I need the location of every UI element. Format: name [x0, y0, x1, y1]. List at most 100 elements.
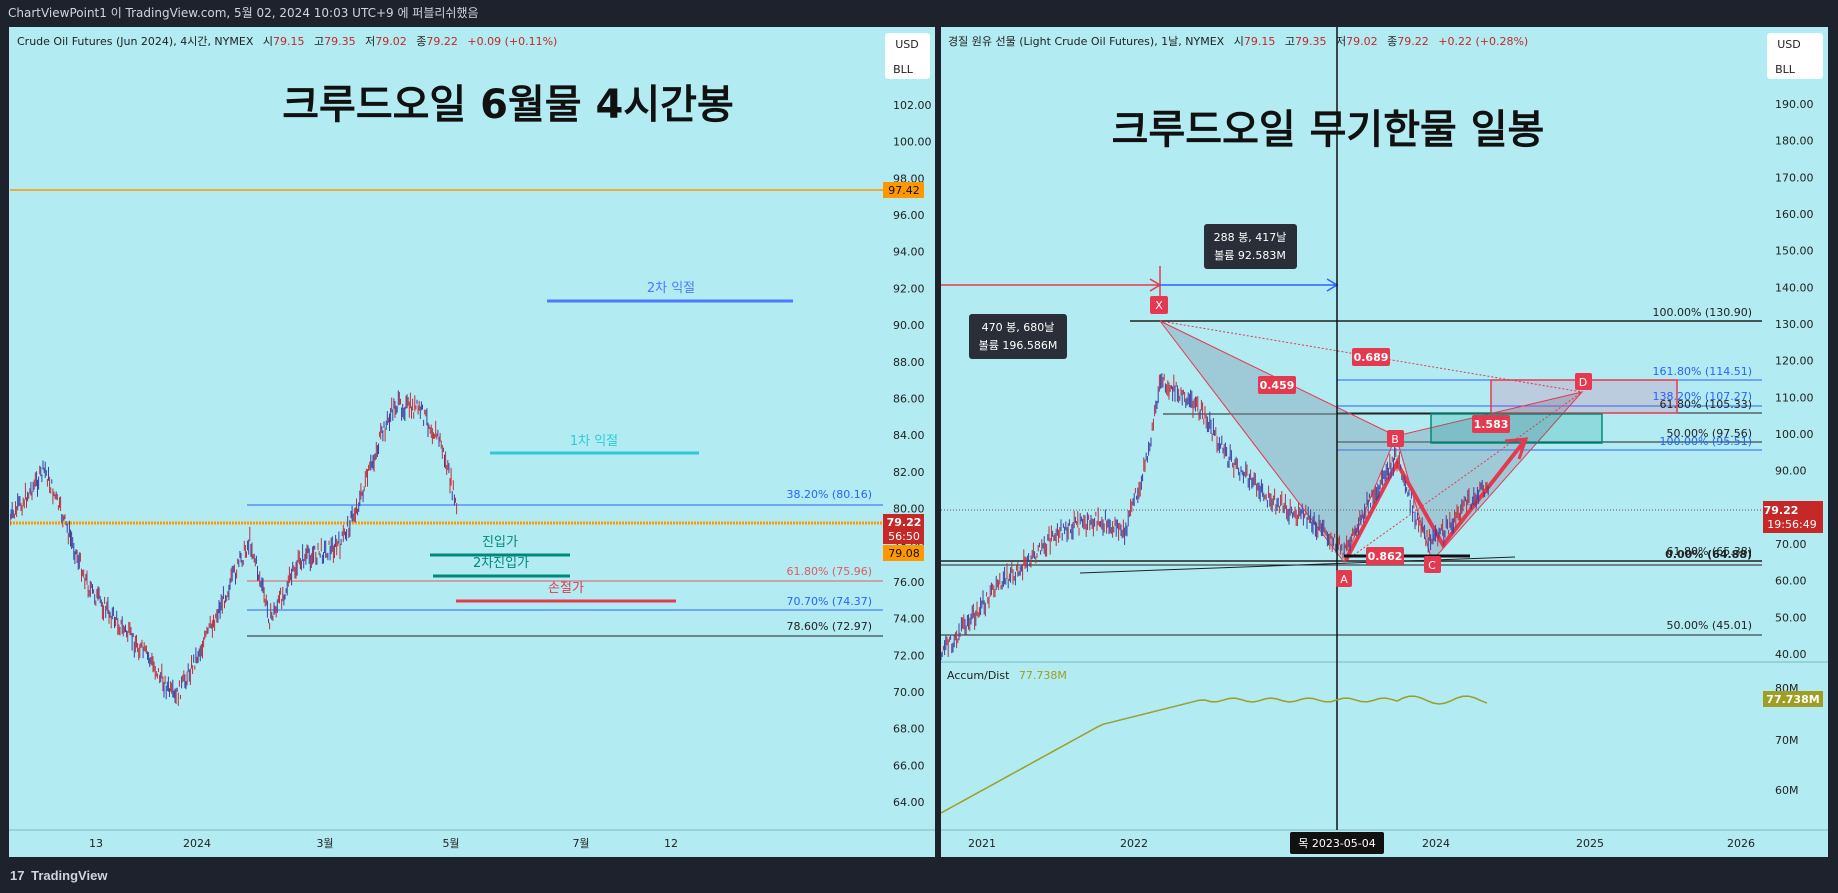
right-y-tick: 150.00: [1775, 245, 1814, 258]
right-chart-panel[interactable]: Accum/Dist 77.738M 80M 70M 60M 77.738M X…: [941, 27, 1828, 857]
point-x-badge: [1150, 296, 1168, 314]
right-currency: USD: [1777, 38, 1801, 51]
price-tag-countdown: 56:50: [888, 530, 920, 543]
left-y-tick: 100.00: [893, 136, 932, 149]
left-y-tick: 92.00: [893, 282, 925, 295]
left-candles: [10, 390, 458, 706]
left-y-ticks: 102.00100.0098.0096.0094.0092.0090.0088.…: [893, 99, 932, 809]
ratio-xb: 0.459: [1260, 379, 1295, 392]
point-c: C: [1428, 559, 1436, 572]
fib-label-r7: 0.00% (64.88): [1665, 548, 1752, 561]
right-y-tick: 60.00: [1775, 575, 1807, 588]
fib-label-r1: 161.80% (114.51): [1652, 365, 1752, 378]
left-y-tick: 90.00: [893, 319, 925, 332]
measure-box-1-line2: 볼륨 92.583M: [1214, 249, 1286, 262]
ratio-ac-badge: [1366, 547, 1404, 565]
ratio-bd-badge: [1472, 415, 1510, 433]
right-y-tick: 50.00: [1775, 611, 1807, 624]
right-chart-title: 크루드오일 무기한물 일봉: [1112, 107, 1545, 153]
left-y-tick: 102.00: [893, 99, 932, 112]
left-y-tick: 88.00: [893, 356, 925, 369]
indicator-tag: [1763, 691, 1823, 707]
point-d: D: [1579, 376, 1587, 389]
measure-box-1-line1: 288 봉, 417날: [1214, 231, 1287, 244]
fib-label-r0: 100.00% (130.90): [1652, 306, 1752, 319]
accum-dist-pane: [941, 695, 1488, 814]
price-tag-current: [883, 514, 924, 544]
price-tag-current-text: 79.22: [887, 516, 922, 529]
left-y-tick: 74.00: [893, 613, 925, 626]
fib-label-r8: 50.00% (45.01): [1666, 619, 1752, 632]
left-x-tick: 13: [89, 837, 103, 850]
projection-zigzag[interactable]: [1344, 437, 1528, 561]
right-currency-box[interactable]: [1767, 33, 1823, 79]
right-y-tick: 120.00: [1775, 355, 1814, 368]
tp1-label: 1차 익절: [570, 434, 618, 449]
charts-canvas: 2차 익절 1차 익절 진입가 2차진입가 손절가 38.20% (80.16)…: [9, 27, 1828, 857]
left-y-tick: 64.00: [893, 796, 925, 809]
left-y-tick: 82.00: [893, 466, 925, 479]
right-plot-area: [941, 27, 1762, 660]
right-x-tick: 2026: [1727, 837, 1755, 850]
price-tag-79-08: [883, 545, 924, 561]
right-x-tick: 2025: [1576, 837, 1604, 850]
entry-label: 진입가: [482, 535, 518, 550]
left-chart-panel[interactable]: 2차 익절 1차 익절 진입가 2차진입가 손절가 38.20% (80.16)…: [9, 27, 935, 857]
left-y-tick: 70.00: [893, 686, 925, 699]
point-b-badge: [1387, 430, 1404, 447]
left-x-tick: 12: [664, 837, 678, 850]
fib-label-r4: 50.00% (97.56): [1666, 427, 1752, 440]
right-y-tick: 40.00: [1775, 648, 1807, 661]
right-y-tick: 100.00: [1775, 428, 1814, 441]
d-zone-green[interactable]: [1430, 413, 1603, 444]
accum-dist-line[interactable]: [941, 695, 1488, 814]
right-y-tick: 180.00: [1775, 135, 1814, 148]
indicator-tick-2: 70M: [1775, 734, 1799, 747]
left-y-tick: 68.00: [893, 723, 925, 736]
left-legend: Crude Oil Futures (Jun 2024), 4시간, NYMEX…: [17, 35, 557, 48]
crosshair-date-box: [1290, 832, 1384, 854]
left-unit: BLL: [893, 63, 914, 76]
right-x-tick: 2021: [968, 837, 996, 850]
ratio-xb-badge: [1258, 376, 1296, 394]
point-b: B: [1391, 433, 1399, 446]
point-x: X: [1155, 299, 1163, 312]
stop-label: 손절가: [548, 581, 584, 596]
left-chart-background: [9, 27, 935, 857]
left-price-scale[interactable]: [883, 27, 935, 830]
measure-box-2-line1: 470 봉, 680날: [982, 321, 1055, 334]
indicator-tag-text: 77.738M: [1766, 693, 1819, 706]
fib-label-r6: 61.80% (65.38): [1666, 545, 1752, 558]
tradingview-logo-icon: 17: [10, 868, 25, 883]
tp2-label: 2차 익절: [647, 281, 695, 296]
right-y-tick: 130.00: [1775, 318, 1814, 331]
right-price-tag-countdown: 19:56:49: [1767, 518, 1816, 531]
left-y-tick: 66.00: [893, 759, 925, 772]
fib-label-r3: 61.80% (105.33): [1659, 398, 1752, 411]
right-x-tick: 2024: [1422, 837, 1450, 850]
left-y-tick: 94.00: [893, 246, 925, 259]
right-x-ticks: 2021 2022 2024 2025 2026: [968, 837, 1755, 850]
ratio-bd: 1.583: [1474, 418, 1509, 431]
trend-support-line[interactable]: [1079, 556, 1516, 574]
left-fib-label-2: 61.80% (75.96): [786, 565, 872, 578]
left-fib-label-1: 38.20% (80.16): [786, 488, 872, 501]
price-tag-79-08-text: 79.08: [888, 547, 920, 560]
left-y-tick: 72.00: [893, 649, 925, 662]
measure-box-1: [1204, 224, 1297, 269]
ratio-xd: 0.689: [1354, 351, 1389, 364]
right-y-tick: 160.00: [1775, 208, 1814, 221]
price-tag-97-42: [883, 182, 924, 198]
pattern-bd-dotted: [1343, 391, 1583, 563]
crosshair-date: 목 2023-05-04: [1298, 837, 1376, 850]
left-currency-box[interactable]: [885, 33, 930, 79]
right-y-tick: 140.00: [1775, 281, 1814, 294]
point-c-badge: [1424, 556, 1441, 573]
left-plot-area: [10, 189, 883, 706]
tradingview-logo[interactable]: 17 TradingView: [10, 868, 107, 883]
indicator-tick-3: 60M: [1775, 784, 1799, 797]
fib-label-r2: 138.20% (107.27): [1652, 390, 1752, 403]
publish-header: ChartViewPoint1 이 TradingView.com, 5월 02…: [8, 6, 479, 20]
point-d-badge: [1575, 373, 1592, 390]
indicator-legend: Accum/Dist 77.738M: [947, 669, 1067, 682]
